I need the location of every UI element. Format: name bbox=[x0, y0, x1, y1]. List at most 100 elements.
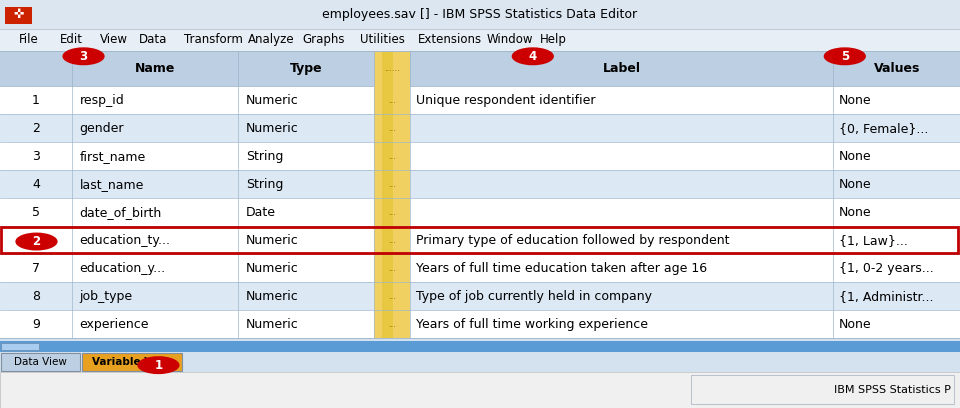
Text: Date: Date bbox=[246, 206, 276, 219]
Bar bbox=[0, 372, 960, 408]
Text: Analyze: Analyze bbox=[248, 33, 295, 47]
Bar bbox=[374, 51, 410, 86]
Text: ...: ... bbox=[388, 152, 396, 161]
Text: None: None bbox=[839, 150, 872, 163]
Bar bbox=[382, 254, 393, 282]
Bar bbox=[1, 343, 39, 350]
Bar bbox=[0, 341, 960, 352]
Text: ...: ... bbox=[388, 96, 396, 105]
Text: Numeric: Numeric bbox=[246, 290, 299, 303]
Bar bbox=[0, 282, 960, 310]
Text: 5: 5 bbox=[841, 50, 849, 63]
Text: ...: ... bbox=[388, 236, 396, 245]
Text: gender: gender bbox=[80, 122, 124, 135]
Bar bbox=[374, 254, 410, 282]
Text: Values: Values bbox=[874, 62, 920, 75]
Text: ...: ... bbox=[388, 319, 396, 328]
Circle shape bbox=[62, 47, 105, 65]
Text: last_name: last_name bbox=[80, 178, 144, 191]
Text: Utilities: Utilities bbox=[360, 33, 405, 47]
Bar bbox=[374, 115, 410, 142]
Text: {1, Administr...: {1, Administr... bbox=[839, 290, 933, 303]
Text: Years of full time education taken after age 16: Years of full time education taken after… bbox=[416, 262, 707, 275]
Text: {0, Female}...: {0, Female}... bbox=[839, 122, 928, 135]
Text: experience: experience bbox=[80, 317, 149, 330]
Circle shape bbox=[824, 47, 866, 65]
Bar bbox=[374, 310, 410, 338]
Text: 4: 4 bbox=[32, 178, 40, 191]
Text: Numeric: Numeric bbox=[246, 122, 299, 135]
Text: 2: 2 bbox=[33, 235, 40, 248]
Text: Numeric: Numeric bbox=[246, 94, 299, 107]
Text: job_type: job_type bbox=[80, 290, 132, 303]
Text: 5: 5 bbox=[32, 206, 40, 219]
Bar bbox=[0, 86, 960, 114]
Text: String: String bbox=[246, 150, 283, 163]
Bar bbox=[382, 86, 393, 114]
Circle shape bbox=[137, 356, 180, 374]
Bar bbox=[0, 0, 960, 29]
Text: education_y...: education_y... bbox=[80, 262, 166, 275]
Text: Primary type of education followed by respondent: Primary type of education followed by re… bbox=[416, 234, 730, 247]
Text: Edit: Edit bbox=[60, 33, 83, 47]
Text: 6: 6 bbox=[32, 234, 40, 247]
Text: employees.sav [] - IBM SPSS Statistics Data Editor: employees.sav [] - IBM SPSS Statistics D… bbox=[323, 8, 637, 21]
Bar bbox=[5, 7, 32, 24]
Bar bbox=[0, 352, 960, 372]
Text: Years of full time working experience: Years of full time working experience bbox=[416, 317, 648, 330]
Bar bbox=[0, 51, 960, 86]
Text: 8: 8 bbox=[32, 290, 40, 303]
Bar bbox=[374, 282, 410, 310]
Text: Numeric: Numeric bbox=[246, 317, 299, 330]
Text: ...: ... bbox=[388, 208, 396, 217]
Text: 7: 7 bbox=[32, 262, 40, 275]
Bar bbox=[0, 310, 960, 338]
Bar bbox=[382, 226, 393, 254]
Text: Data View: Data View bbox=[13, 357, 67, 367]
Text: 3: 3 bbox=[80, 50, 87, 63]
Circle shape bbox=[15, 233, 58, 251]
Bar bbox=[0, 198, 960, 226]
Text: Transform: Transform bbox=[184, 33, 243, 47]
Bar bbox=[0, 142, 960, 171]
Text: ...: ... bbox=[388, 292, 396, 301]
Text: 1: 1 bbox=[155, 359, 162, 372]
Bar bbox=[374, 142, 410, 171]
Bar bbox=[382, 282, 393, 310]
Text: Help: Help bbox=[540, 33, 566, 47]
Bar bbox=[1, 227, 958, 253]
Bar bbox=[374, 86, 410, 114]
Text: 1: 1 bbox=[32, 94, 40, 107]
Text: None: None bbox=[839, 94, 872, 107]
Text: first_name: first_name bbox=[80, 150, 146, 163]
Text: Unique respondent identifier: Unique respondent identifier bbox=[416, 94, 595, 107]
Bar bbox=[382, 310, 393, 338]
Bar bbox=[1, 353, 80, 371]
Circle shape bbox=[512, 47, 554, 65]
Text: education_ty...: education_ty... bbox=[80, 234, 171, 247]
Bar bbox=[382, 51, 393, 86]
Text: 4: 4 bbox=[529, 50, 537, 63]
Text: {1, Law}...: {1, Law}... bbox=[839, 234, 908, 247]
Bar bbox=[374, 226, 410, 254]
Bar bbox=[382, 171, 393, 198]
Text: Data: Data bbox=[139, 33, 168, 47]
Bar bbox=[691, 375, 954, 404]
Bar bbox=[382, 142, 393, 171]
Text: Label: Label bbox=[603, 62, 640, 75]
Text: resp_id: resp_id bbox=[80, 94, 125, 107]
Bar bbox=[0, 171, 960, 198]
Bar bbox=[82, 353, 182, 371]
Bar bbox=[0, 29, 960, 51]
Text: 9: 9 bbox=[32, 317, 40, 330]
Text: Numeric: Numeric bbox=[246, 262, 299, 275]
Text: Extensions: Extensions bbox=[418, 33, 482, 47]
Text: ...: ... bbox=[388, 264, 396, 273]
Text: File: File bbox=[19, 33, 39, 47]
Text: ......: ...... bbox=[384, 64, 400, 73]
Text: {1, 0-2 years...: {1, 0-2 years... bbox=[839, 262, 934, 275]
Bar bbox=[382, 115, 393, 142]
Text: 3: 3 bbox=[32, 150, 40, 163]
Text: None: None bbox=[839, 206, 872, 219]
Text: ...: ... bbox=[388, 124, 396, 133]
